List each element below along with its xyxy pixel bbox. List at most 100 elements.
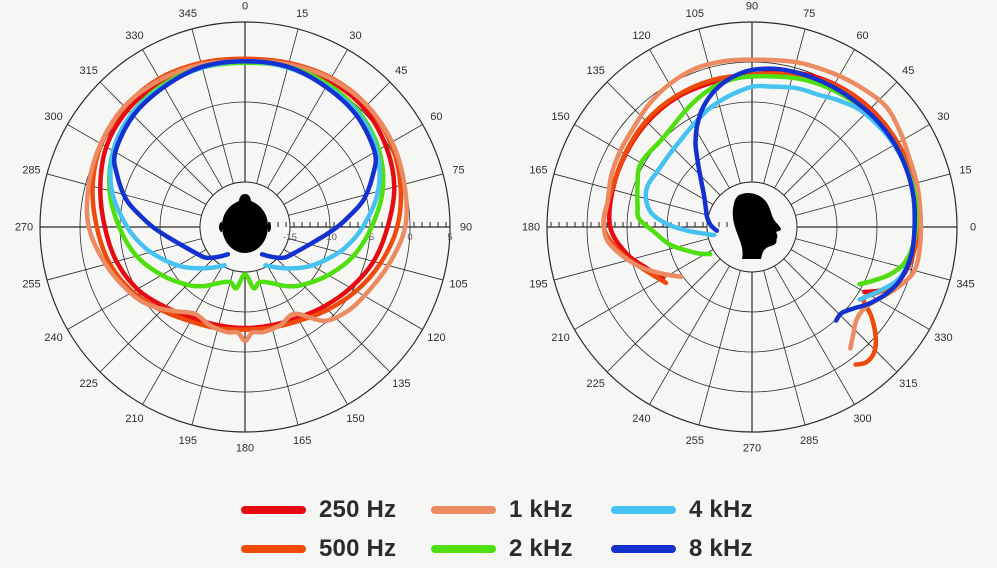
legend-label-1khz: 1 kHz [509,495,573,523]
angle-label-135: 135 [587,65,605,77]
angle-label-285: 285 [800,435,818,447]
grid-spoke [698,29,741,184]
angle-label-75: 75 [452,164,464,176]
grid-spoke [774,265,855,405]
legend-swatch-4khz [611,505,676,514]
angle-label-90: 90 [746,1,758,13]
grid-spoke [142,265,223,405]
angle-label-150: 150 [346,413,364,425]
legend-item-250hz: 250 Hz [241,490,431,529]
legend-label-2khz: 2 kHz [509,534,573,562]
angle-label-105: 105 [449,279,467,291]
grid-spoke [574,124,714,205]
angle-label-255: 255 [22,279,40,291]
polar-charts-canvas: -15 -10 -5 0 5015304560759010512013515016518… [15,1,976,455]
angle-label-240: 240 [44,332,62,344]
legend-item-4khz: 4 kHz [611,490,791,529]
grid-spoke [67,124,207,205]
grid-spoke [288,238,443,281]
head-top-view-silhouette [219,194,271,253]
grid-spoke [554,173,709,216]
angle-label-120: 120 [427,332,445,344]
grid-spoke [267,49,348,189]
angle-label-300: 300 [853,413,871,425]
legend-label-4khz: 4 kHz [689,495,753,523]
grid-spoke [774,49,855,189]
grid-spoke [649,265,730,405]
grid-spoke [191,29,234,184]
angle-label-270: 270 [743,443,761,455]
grid-spoke [649,49,730,189]
angle-label-105: 105 [686,8,704,20]
grid-spoke [574,249,714,330]
curve-1khz [84,58,409,344]
radial-tick-label: -10 [323,232,337,243]
legend-swatch-250hz [241,505,306,514]
angle-label-90: 90 [460,222,472,234]
legend-swatch-1khz [431,505,496,514]
curve-8khz [693,66,918,323]
grid-spoke [795,238,950,281]
angle-label-180: 180 [522,222,540,234]
angle-label-330: 330 [125,30,143,42]
angle-label-225: 225 [587,378,605,390]
grid-spoke [276,82,390,196]
angle-label-345: 345 [956,279,974,291]
legend: 250 Hz 500 Hz 1 kHz 2 kHz 4 kHz 8 kHz [241,490,791,568]
angle-label-75: 75 [803,8,815,20]
grid-spoke [795,173,950,216]
angle-label-0: 0 [242,1,248,13]
legend-label-500hz: 500 Hz [319,534,397,562]
grid-spoke [790,124,930,205]
angle-label-210: 210 [125,413,143,425]
angle-label-240: 240 [632,413,650,425]
legend-swatch-2khz [431,544,496,553]
grid-spoke [276,258,390,372]
legend-swatch-8khz [611,544,676,553]
grid-circle [546,21,958,433]
grid-spoke [256,270,299,425]
angle-label-150: 150 [551,111,569,123]
grid-spoke [267,265,348,405]
legend-item-8khz: 8 kHz [611,529,791,568]
radial-tick-label: 0 [407,232,412,243]
grid-spoke [283,249,423,330]
grid-spoke [256,29,299,184]
angle-label-120: 120 [632,30,650,42]
grid-spoke [790,249,930,330]
angle-label-210: 210 [551,332,569,344]
curve-8khz [111,58,379,261]
legend-item-1khz: 1 kHz [431,490,611,529]
angle-label-195: 195 [529,279,547,291]
angle-label-345: 345 [179,8,197,20]
angle-label-285: 285 [22,164,40,176]
grid-spoke [763,270,806,425]
angle-label-315: 315 [899,378,917,390]
angle-label-45: 45 [395,65,407,77]
legend-item-2khz: 2 kHz [431,529,611,568]
grid-spoke [283,124,423,205]
radial-tick-label: -5 [366,232,374,243]
angle-label-165: 165 [529,164,547,176]
angle-label-30: 30 [349,30,361,42]
grid-circle [39,21,451,433]
angle-label-270: 270 [15,222,33,234]
angle-label-45: 45 [902,65,914,77]
angle-label-180: 180 [236,443,254,455]
angle-label-300: 300 [44,111,62,123]
legend-label-250hz: 250 Hz [319,495,397,523]
curve-1khz [601,57,924,351]
angle-label-315: 315 [80,65,98,77]
radial-tick-label: -15 [283,232,297,243]
angle-label-60: 60 [430,111,442,123]
angle-label-30: 30 [937,111,949,123]
left-polar-plot-horizontal-plane: -15 -10 -5 0 5 0 15 30 45 60 75 90 105 120 135 150 165 18… [15,1,472,455]
angle-label-330: 330 [934,332,952,344]
angle-label-15: 15 [959,164,971,176]
angle-label-60: 60 [856,30,868,42]
grid-spoke [100,82,214,196]
right-polar-plot-median-plane: 0 15 30 45 60 75 90 105 120 135 150 165 180 195 210 225… [522,1,976,455]
legend-item-500hz: 500 Hz [241,529,431,568]
angle-label-195: 195 [179,435,197,447]
angle-label-165: 165 [293,435,311,447]
